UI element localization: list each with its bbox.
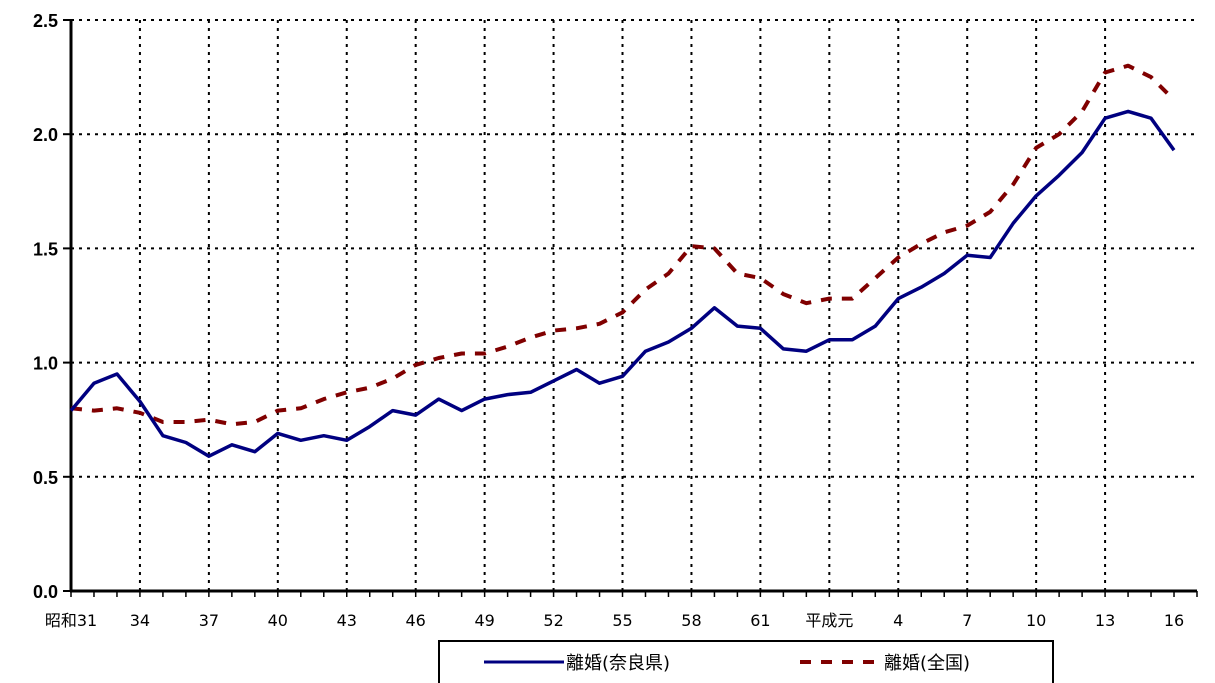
x-tick-label: 49 [474,611,494,630]
plot-area [71,20,1197,591]
x-tick-label: 昭和31 [45,611,97,630]
x-tick-label: 平成元 [805,611,853,630]
x-tick-label: 46 [406,611,426,630]
divorce-rate-chart: 0.0 0.5 1.0 1.5 2.0 2.5 昭和31 34 37 40 43 46 49 52 55 5… [33,11,1198,630]
series-line-nara [69,109,1176,458]
y-tick-label: 1.5 [33,239,58,259]
legend-item-national: 離婚(全国) [800,650,970,674]
x-tick-label: 7 [962,611,972,630]
legend-item-nara: 離婚(奈良県) [484,650,670,674]
y-tick-label: 1.0 [33,354,58,374]
axes [63,19,1198,597]
y-tick-label: 2.5 [33,11,58,31]
x-tick-label: 10 [1026,611,1046,630]
legend-swatch-national [800,660,882,664]
legend-swatch-nara [484,660,564,664]
x-tick-label: 52 [543,611,563,630]
x-tick-label: 13 [1095,611,1115,630]
data-series [69,63,1176,458]
x-tick-label: 34 [130,611,150,630]
legend-label-national: 離婚(全国) [884,653,971,674]
y-tick-labels: 0.0 0.5 1.0 1.5 2.0 2.5 [33,11,58,602]
y-tick-label: 0.5 [33,468,58,488]
x-tick-label: 37 [199,611,219,630]
x-tick-label: 40 [268,611,288,630]
series-line-national [70,63,1176,427]
legend-label-nara: 離婚(奈良県) [566,653,671,674]
x-tick-labels: 昭和31 34 37 40 43 46 49 52 55 58 61 平成元 4 7 10 13 16 [45,611,1184,630]
x-tick-label: 55 [612,611,632,630]
y-tick-label: 2.0 [33,125,58,145]
x-tick-label: 58 [681,611,701,630]
x-tick-label: 16 [1164,611,1184,630]
x-tick-label: 4 [893,611,903,630]
y-tick-label: 0.0 [33,582,58,602]
legend: 離婚(奈良県) 離婚(全国) [438,640,1054,683]
x-tick-label: 43 [337,611,357,630]
x-tick-label: 61 [750,611,770,630]
